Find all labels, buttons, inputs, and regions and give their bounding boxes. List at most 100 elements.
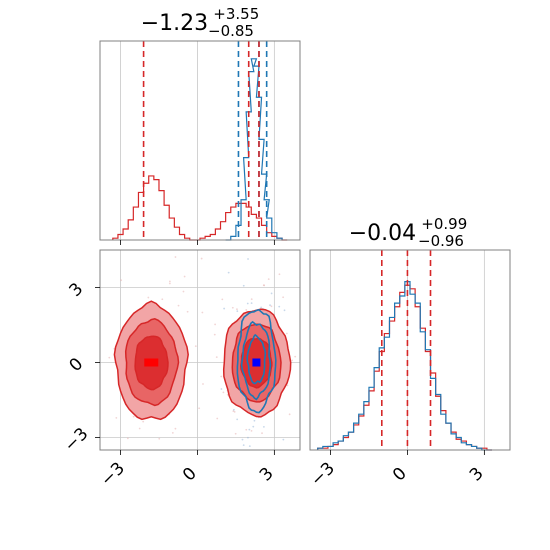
quantile-lines-hist-param2 bbox=[380, 250, 432, 450]
blue-series-hist-param2 bbox=[317, 281, 493, 451]
title-sub-param1: −0.85 bbox=[208, 22, 254, 40]
frame-hist-param2 bbox=[309, 249, 511, 451]
scatter-point bbox=[262, 425, 265, 428]
ticks-hist-param2: −3 0 3 bbox=[307, 450, 488, 490]
scatter-point bbox=[213, 333, 216, 336]
hist-panel-param2: −3 0 3 −0.04 +0.99 −0.96 bbox=[307, 215, 511, 490]
scatter-point bbox=[262, 284, 265, 287]
red-series-line-param2 bbox=[317, 284, 493, 451]
red-series-line-param1 bbox=[112, 175, 288, 241]
scatter-point bbox=[174, 427, 177, 430]
title-main-param2: −0.04 bbox=[349, 221, 416, 246]
scatter-point bbox=[294, 355, 297, 358]
red-series-hist-param2 bbox=[317, 284, 493, 451]
scatter-point bbox=[147, 296, 150, 299]
scatter-point bbox=[236, 308, 238, 311]
scatter-point bbox=[91, 225, 93, 227]
blue-series-line-param2 bbox=[317, 281, 493, 451]
scatter-point bbox=[174, 256, 177, 258]
scatter-point bbox=[252, 425, 255, 428]
y-tick-label-joint-2: 3 bbox=[66, 279, 88, 301]
scatter-point bbox=[261, 432, 263, 435]
scatter-point bbox=[283, 309, 286, 312]
scatter-point bbox=[245, 453, 247, 455]
scatter-point bbox=[269, 304, 271, 307]
title-sub-param2: −0.96 bbox=[418, 232, 464, 250]
scatter-point bbox=[138, 427, 141, 430]
frame-hist-param1 bbox=[99, 40, 301, 241]
scatter-point bbox=[266, 458, 268, 460]
scatter-point bbox=[120, 279, 123, 282]
joint-panel: −3−3 0 0 3 3 bbox=[61, 225, 320, 505]
blue-contour-0 bbox=[236, 308, 277, 414]
blue-contour-2 bbox=[246, 333, 267, 385]
x-tick-label-param2-1: 0 bbox=[389, 464, 411, 486]
scatter-point bbox=[288, 413, 291, 416]
scatter-point bbox=[198, 407, 201, 410]
scatter-point bbox=[270, 305, 273, 308]
scatter-point bbox=[307, 282, 309, 284]
scatter-point bbox=[194, 345, 197, 348]
scatter-point bbox=[221, 298, 224, 301]
scatter-point bbox=[115, 417, 118, 419]
title-hist-param1: −1.23 +3.55 bbox=[141, 5, 259, 36]
scatter-point bbox=[222, 391, 225, 394]
ticks-hist-param1 bbox=[120, 240, 275, 245]
scatter-point bbox=[247, 258, 249, 260]
scatter-point bbox=[303, 411, 305, 413]
scatter-point bbox=[232, 408, 235, 411]
contours-joint bbox=[113, 300, 292, 421]
grid-joint bbox=[100, 250, 300, 450]
scatter-point bbox=[283, 456, 285, 458]
scatter-point bbox=[220, 375, 223, 378]
scatter-point bbox=[126, 437, 129, 440]
title-sup-param1: +3.55 bbox=[213, 5, 259, 23]
scatter-point bbox=[214, 323, 217, 326]
title-sup-param2: +0.99 bbox=[421, 215, 467, 233]
scatter-point bbox=[168, 282, 171, 285]
scatter-point bbox=[227, 271, 230, 274]
scatter-point bbox=[186, 310, 189, 313]
x-tick-label-joint-0: −3 bbox=[97, 459, 129, 491]
scatter-point bbox=[248, 445, 251, 448]
x-tick-label-param2-0: −3 bbox=[307, 459, 339, 491]
scatter-point bbox=[245, 428, 248, 431]
scatter-point bbox=[236, 310, 239, 313]
scatter-point bbox=[233, 410, 236, 413]
scatter-point bbox=[168, 280, 171, 283]
scatter-point bbox=[142, 420, 145, 423]
scatter-point bbox=[270, 292, 273, 295]
blue-series-line-param1 bbox=[225, 58, 283, 241]
scatter-point bbox=[241, 438, 244, 441]
scatter-point bbox=[216, 417, 219, 420]
scatter-point bbox=[190, 459, 192, 461]
scatter-point bbox=[267, 278, 270, 281]
scatter-point bbox=[201, 311, 204, 314]
y-tick-label-joint-0: −3 bbox=[61, 424, 93, 456]
scatter-point bbox=[223, 307, 226, 310]
quantile-lines-hist-param1 bbox=[142, 41, 268, 240]
title-main-param1: −1.23 bbox=[141, 11, 208, 36]
grid-hist-param1 bbox=[120, 41, 275, 240]
scatter-point bbox=[177, 304, 180, 307]
frame-joint bbox=[99, 249, 301, 451]
scatter-point bbox=[260, 232, 262, 234]
scatter-point bbox=[286, 384, 289, 387]
scatter-point bbox=[202, 383, 204, 385]
scatter-point bbox=[278, 305, 281, 308]
scatter-point bbox=[305, 399, 307, 401]
scatter-point bbox=[154, 457, 156, 459]
scatter-point bbox=[215, 356, 218, 359]
scatter-point bbox=[245, 461, 247, 463]
blue-contour-1 bbox=[240, 320, 272, 401]
scatter-point bbox=[253, 419, 256, 422]
scatter-point bbox=[318, 426, 320, 428]
x-tick-label-joint-1: 0 bbox=[179, 464, 201, 486]
scatter-point bbox=[247, 436, 249, 439]
scatter-point bbox=[96, 432, 98, 434]
scatter-point bbox=[171, 431, 174, 434]
scatter-point bbox=[246, 302, 249, 305]
scatter-point bbox=[302, 464, 304, 466]
scatter-point bbox=[214, 503, 216, 505]
